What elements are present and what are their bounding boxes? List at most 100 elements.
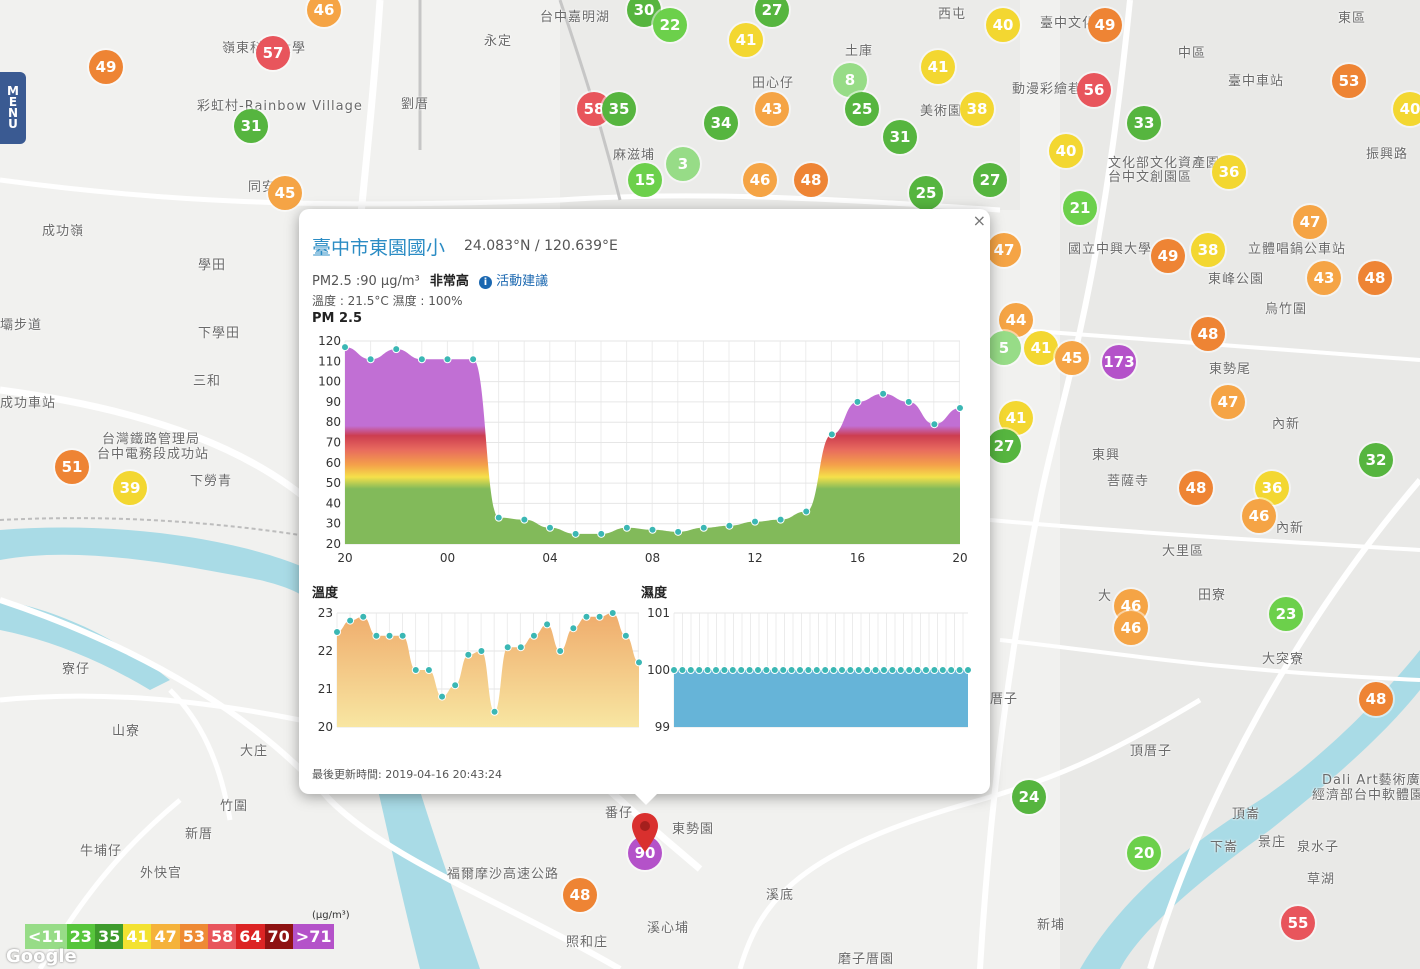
aqi-station-marker[interactable]: 40: [1049, 134, 1083, 168]
data-point[interactable]: [372, 631, 381, 640]
data-point[interactable]: [648, 525, 657, 534]
data-point[interactable]: [955, 666, 964, 674]
data-point[interactable]: [398, 631, 407, 640]
data-point[interactable]: [725, 521, 734, 530]
data-point[interactable]: [776, 515, 785, 524]
aqi-station-marker[interactable]: 55: [1281, 906, 1315, 940]
aqi-station-marker[interactable]: 46: [307, 0, 341, 27]
aqi-station-marker[interactable]: 31: [234, 109, 268, 143]
data-point[interactable]: [829, 666, 838, 674]
data-point[interactable]: [411, 666, 420, 674]
aqi-station-marker[interactable]: 48: [1359, 682, 1393, 716]
data-point[interactable]: [516, 643, 525, 652]
data-point[interactable]: [464, 650, 473, 659]
data-point[interactable]: [595, 612, 604, 621]
aqi-station-marker[interactable]: 49: [1151, 239, 1185, 273]
data-point[interactable]: [728, 666, 737, 674]
data-point[interactable]: [812, 666, 821, 674]
aqi-station-marker[interactable]: 46: [1114, 611, 1148, 645]
data-point[interactable]: [879, 389, 888, 398]
data-point[interactable]: [503, 643, 512, 652]
aqi-station-marker[interactable]: 23: [1269, 597, 1303, 631]
aqi-station-marker[interactable]: 5: [987, 331, 1021, 365]
data-point[interactable]: [443, 355, 452, 364]
aqi-station-marker[interactable]: 45: [1055, 341, 1089, 375]
aqi-station-marker[interactable]: 21: [1063, 191, 1097, 225]
data-point[interactable]: [720, 666, 729, 674]
data-point[interactable]: [956, 403, 964, 412]
data-point[interactable]: [635, 658, 643, 667]
aqi-station-marker[interactable]: 36: [1212, 155, 1246, 189]
data-point[interactable]: [796, 666, 804, 674]
aqi-station-marker[interactable]: 32: [1359, 443, 1393, 477]
data-point[interactable]: [621, 631, 630, 640]
data-point[interactable]: [520, 515, 529, 524]
data-point[interactable]: [827, 430, 836, 439]
data-point[interactable]: [569, 624, 578, 633]
data-point[interactable]: [571, 529, 580, 538]
data-point[interactable]: [543, 620, 552, 629]
aqi-station-marker[interactable]: 25: [909, 176, 943, 210]
aqi-station-marker[interactable]: 40: [1393, 92, 1420, 126]
data-point[interactable]: [838, 666, 846, 674]
data-point[interactable]: [754, 666, 762, 674]
data-point[interactable]: [762, 666, 771, 674]
data-point[interactable]: [703, 666, 712, 674]
aqi-station-marker[interactable]: 48: [794, 163, 828, 197]
data-point[interactable]: [821, 666, 830, 674]
aqi-station-marker[interactable]: 39: [113, 471, 147, 505]
aqi-station-marker[interactable]: 90: [628, 836, 662, 870]
aqi-station-marker[interactable]: 35: [602, 92, 636, 126]
aqi-station-marker[interactable]: 43: [1307, 261, 1341, 295]
aqi-station-marker[interactable]: 27: [755, 0, 789, 27]
data-point[interactable]: [622, 523, 631, 532]
data-point[interactable]: [546, 523, 554, 532]
data-point[interactable]: [712, 666, 720, 674]
aqi-station-marker[interactable]: 30: [627, 0, 661, 27]
aqi-station-marker[interactable]: 48: [563, 878, 597, 912]
data-point[interactable]: [392, 345, 401, 354]
data-point[interactable]: [670, 666, 678, 674]
data-point[interactable]: [529, 631, 538, 640]
aqi-station-marker[interactable]: 51: [55, 450, 89, 484]
data-point[interactable]: [863, 666, 872, 674]
data-point[interactable]: [846, 666, 855, 674]
data-point[interactable]: [424, 666, 433, 674]
data-point[interactable]: [674, 527, 683, 536]
data-point[interactable]: [686, 666, 695, 674]
data-point[interactable]: [469, 355, 478, 364]
data-point[interactable]: [905, 666, 914, 674]
data-point[interactable]: [477, 647, 486, 655]
data-point[interactable]: [888, 666, 897, 674]
aqi-station-marker[interactable]: 46: [743, 163, 777, 197]
data-point[interactable]: [804, 666, 813, 674]
close-icon[interactable]: ×: [972, 211, 986, 230]
aqi-station-marker[interactable]: 41: [1024, 331, 1058, 365]
data-point[interactable]: [854, 666, 863, 674]
data-point[interactable]: [853, 397, 862, 406]
data-point[interactable]: [366, 355, 375, 364]
aqi-station-marker[interactable]: 15: [628, 163, 662, 197]
data-point[interactable]: [417, 355, 426, 364]
data-point[interactable]: [341, 343, 349, 352]
aqi-station-marker[interactable]: 47: [1211, 385, 1245, 419]
data-point[interactable]: [880, 666, 888, 674]
aqi-station-marker[interactable]: 173: [1102, 345, 1136, 379]
aqi-station-marker[interactable]: 56: [1077, 73, 1111, 107]
aqi-station-marker[interactable]: 27: [973, 163, 1007, 197]
aqi-station-marker[interactable]: 47: [987, 233, 1021, 267]
data-point[interactable]: [494, 513, 503, 522]
data-point[interactable]: [699, 523, 708, 532]
data-point[interactable]: [871, 666, 880, 674]
aqi-station-marker[interactable]: 3: [666, 147, 700, 181]
data-point[interactable]: [385, 631, 394, 640]
data-point[interactable]: [597, 529, 606, 538]
aqi-station-marker[interactable]: 43: [755, 92, 789, 126]
data-point[interactable]: [678, 666, 687, 674]
aqi-station-marker[interactable]: 41: [729, 23, 763, 57]
data-point[interactable]: [556, 647, 565, 655]
selected-location-pin-icon[interactable]: [630, 812, 660, 854]
data-point[interactable]: [608, 609, 617, 617]
aqi-station-marker[interactable]: 48: [1358, 261, 1392, 295]
data-point[interactable]: [922, 666, 930, 674]
